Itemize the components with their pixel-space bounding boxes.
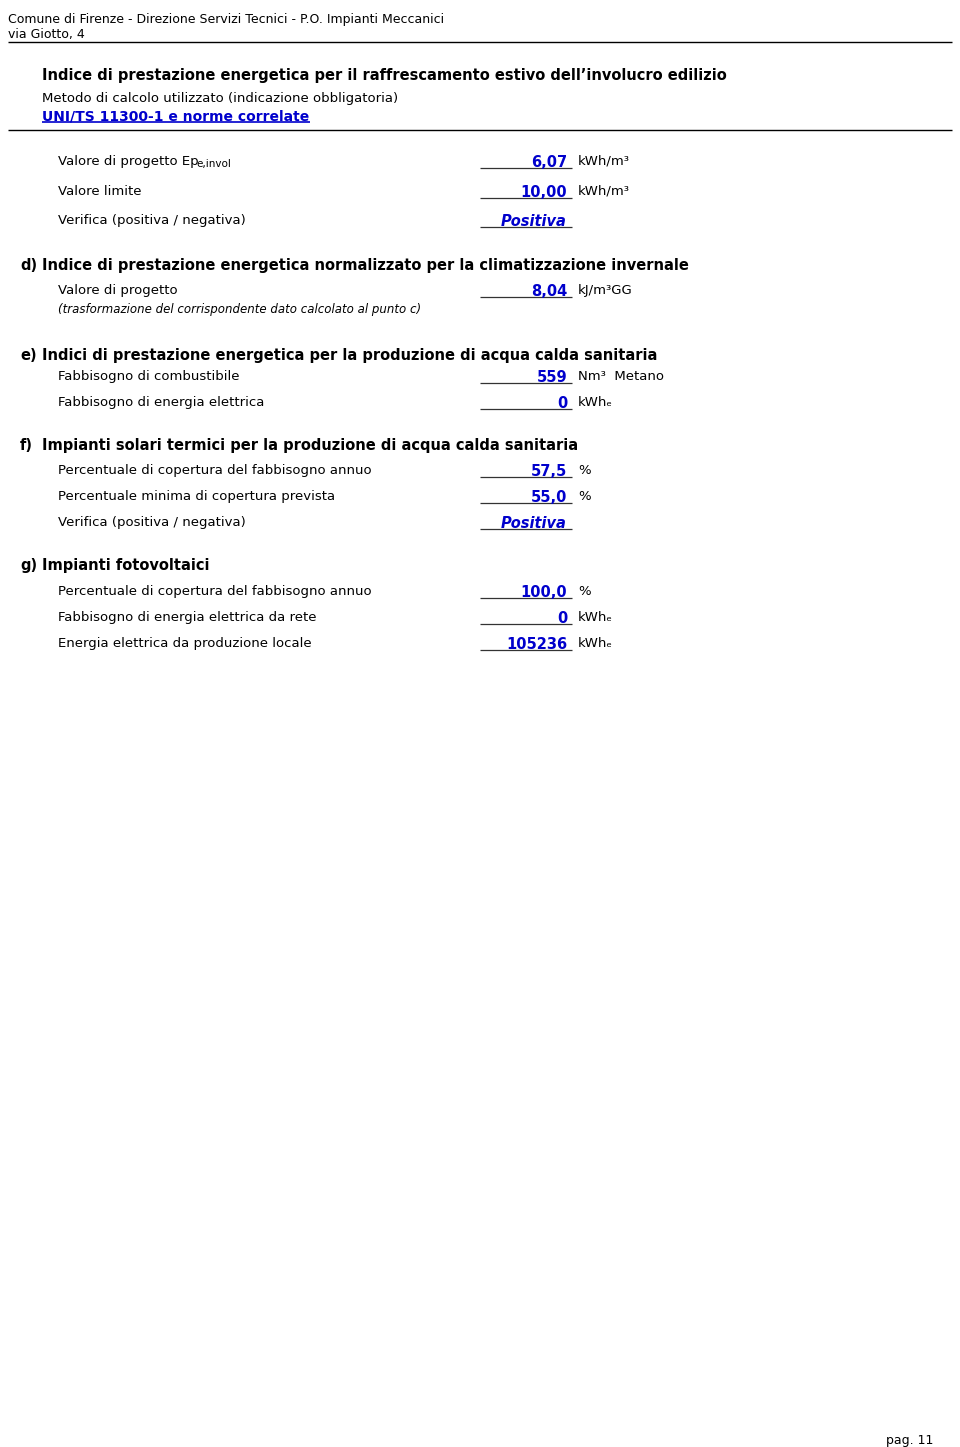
Text: Comune di Firenze - Direzione Servizi Tecnici - P.O. Impianti Meccanici: Comune di Firenze - Direzione Servizi Te…	[8, 13, 444, 26]
Text: f): f)	[20, 438, 33, 453]
Text: 8,04: 8,04	[531, 284, 567, 300]
Text: Valore di progetto: Valore di progetto	[58, 284, 178, 297]
Text: %: %	[578, 491, 590, 504]
Text: Verifica (positiva / negativa): Verifica (positiva / negativa)	[58, 214, 246, 227]
Text: Impianti solari termici per la produzione di acqua calda sanitaria: Impianti solari termici per la produzion…	[42, 438, 578, 453]
Text: Positiva: Positiva	[501, 214, 567, 229]
Text: (trasformazione del corrispondente dato calcolato al punto c): (trasformazione del corrispondente dato …	[58, 302, 421, 315]
Text: 0: 0	[557, 611, 567, 627]
Text: d): d)	[20, 258, 37, 273]
Text: Nm³  Metano: Nm³ Metano	[578, 370, 664, 383]
Text: e): e)	[20, 347, 36, 363]
Text: kWhₑ: kWhₑ	[578, 611, 613, 624]
Text: 0: 0	[557, 396, 567, 411]
Text: Valore limite: Valore limite	[58, 185, 141, 198]
Text: kWh/m³: kWh/m³	[578, 185, 630, 198]
Text: 559: 559	[537, 370, 567, 385]
Text: Valore di progetto Ep: Valore di progetto Ep	[58, 155, 199, 168]
Text: 6,07: 6,07	[531, 155, 567, 169]
Text: Percentuale di copertura del fabbisogno annuo: Percentuale di copertura del fabbisogno …	[58, 464, 372, 478]
Text: Percentuale minima di copertura prevista: Percentuale minima di copertura prevista	[58, 491, 335, 504]
Text: Indice di prestazione energetica normalizzato per la climatizzazione invernale: Indice di prestazione energetica normali…	[42, 258, 689, 273]
Text: Percentuale di copertura del fabbisogno annuo: Percentuale di copertura del fabbisogno …	[58, 585, 372, 598]
Text: 57,5: 57,5	[531, 464, 567, 479]
Text: Indici di prestazione energetica per la produzione di acqua calda sanitaria: Indici di prestazione energetica per la …	[42, 347, 658, 363]
Text: 55,0: 55,0	[531, 491, 567, 505]
Text: Positiva: Positiva	[501, 517, 567, 531]
Text: Verifica (positiva / negativa): Verifica (positiva / negativa)	[58, 517, 246, 530]
Text: %: %	[578, 585, 590, 598]
Text: Energia elettrica da produzione locale: Energia elettrica da produzione locale	[58, 637, 312, 650]
Text: via Giotto, 4: via Giotto, 4	[8, 27, 84, 41]
Text: 100,0: 100,0	[520, 585, 567, 601]
Text: pag. 11: pag. 11	[886, 1434, 933, 1447]
Text: Fabbisogno di energia elettrica: Fabbisogno di energia elettrica	[58, 396, 264, 410]
Text: Impianti fotovoltaici: Impianti fotovoltaici	[42, 559, 209, 573]
Text: g): g)	[20, 559, 37, 573]
Text: Indice di prestazione energetica per il raffrescamento estivo dell’involucro edi: Indice di prestazione energetica per il …	[42, 68, 727, 82]
Text: kWh/m³: kWh/m³	[578, 155, 630, 168]
Text: 10,00: 10,00	[520, 185, 567, 200]
Text: kWhₑ: kWhₑ	[578, 396, 613, 410]
Text: Fabbisogno di combustibile: Fabbisogno di combustibile	[58, 370, 239, 383]
Text: 105236: 105236	[506, 637, 567, 653]
Text: Fabbisogno di energia elettrica da rete: Fabbisogno di energia elettrica da rete	[58, 611, 317, 624]
Text: Metodo di calcolo utilizzato (indicazione obbligatoria): Metodo di calcolo utilizzato (indicazion…	[42, 93, 398, 106]
Text: %: %	[578, 464, 590, 478]
Text: UNI/TS 11300-1 e norme correlate: UNI/TS 11300-1 e norme correlate	[42, 109, 309, 123]
Text: kJ/m³GG: kJ/m³GG	[578, 284, 633, 297]
Text: kWhₑ: kWhₑ	[578, 637, 613, 650]
Text: e,invol: e,invol	[196, 159, 230, 169]
